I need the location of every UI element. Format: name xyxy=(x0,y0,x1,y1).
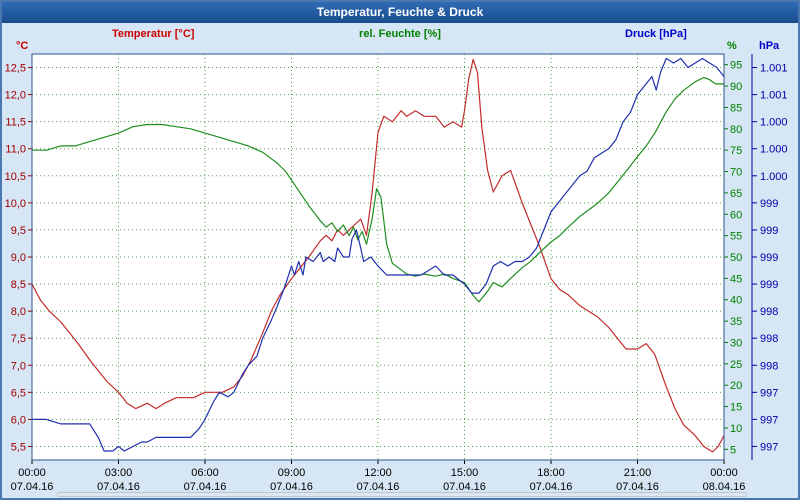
svg-text:65: 65 xyxy=(730,188,742,200)
svg-text:30: 30 xyxy=(730,337,742,349)
svg-text:999: 999 xyxy=(760,252,778,264)
svg-text:25: 25 xyxy=(730,359,742,371)
svg-text:10,0: 10,0 xyxy=(5,198,26,210)
svg-text:00:00: 00:00 xyxy=(710,467,738,479)
svg-text:999: 999 xyxy=(760,198,778,210)
svg-text:12,5: 12,5 xyxy=(5,63,26,75)
svg-text:998: 998 xyxy=(760,360,778,372)
window-titlebar: Temperatur, Feuchte & Druck xyxy=(2,2,798,23)
svg-text:1.000: 1.000 xyxy=(760,144,788,156)
svg-text:997: 997 xyxy=(760,387,778,399)
svg-text:5: 5 xyxy=(730,444,736,456)
svg-text:85: 85 xyxy=(730,102,742,114)
svg-text:07.04.16: 07.04.16 xyxy=(357,481,400,493)
svg-text:07.04.16: 07.04.16 xyxy=(97,481,140,493)
svg-text:07.04.16: 07.04.16 xyxy=(616,481,659,493)
svg-text:12,0: 12,0 xyxy=(5,90,26,102)
svg-text:07.04.16: 07.04.16 xyxy=(530,481,573,493)
window-title: Temperatur, Feuchte & Druck xyxy=(316,5,484,19)
svg-text:5,5: 5,5 xyxy=(11,441,26,453)
svg-text:12:00: 12:00 xyxy=(364,467,392,479)
temperature-axis-title: Temperatur [°C] xyxy=(112,28,195,40)
svg-text:09:00: 09:00 xyxy=(278,467,306,479)
svg-text:45: 45 xyxy=(730,273,742,285)
temperature-unit-label: °C xyxy=(16,40,29,52)
svg-text:06:00: 06:00 xyxy=(191,467,219,479)
svg-text:75: 75 xyxy=(730,145,742,157)
svg-text:11,0: 11,0 xyxy=(5,144,26,156)
svg-text:9,0: 9,0 xyxy=(11,252,26,264)
svg-text:998: 998 xyxy=(760,333,778,345)
svg-text:999: 999 xyxy=(760,225,778,237)
svg-text:7,0: 7,0 xyxy=(11,360,26,372)
svg-text:7,5: 7,5 xyxy=(11,333,26,345)
svg-text:10,5: 10,5 xyxy=(5,171,26,183)
svg-text:20: 20 xyxy=(730,380,742,392)
svg-text:1.000: 1.000 xyxy=(760,171,788,183)
pressure-unit-label: hPa xyxy=(759,40,780,52)
svg-text:6,5: 6,5 xyxy=(11,387,26,399)
svg-text:997: 997 xyxy=(760,414,778,426)
svg-text:8,5: 8,5 xyxy=(11,279,26,291)
svg-text:08.04.16: 08.04.16 xyxy=(703,481,746,493)
svg-text:8,0: 8,0 xyxy=(11,306,26,318)
svg-text:15:00: 15:00 xyxy=(451,467,479,479)
svg-text:90: 90 xyxy=(730,81,742,93)
svg-text:07.04.16: 07.04.16 xyxy=(270,481,313,493)
svg-text:50: 50 xyxy=(730,252,742,264)
svg-text:55: 55 xyxy=(730,231,742,243)
svg-text:35: 35 xyxy=(730,316,742,328)
svg-text:1.001: 1.001 xyxy=(760,90,788,102)
svg-text:997: 997 xyxy=(760,441,778,453)
svg-text:1.000: 1.000 xyxy=(760,117,788,129)
svg-text:95: 95 xyxy=(730,60,742,72)
svg-text:03:00: 03:00 xyxy=(105,467,133,479)
svg-text:15: 15 xyxy=(730,402,742,414)
svg-text:6,0: 6,0 xyxy=(11,414,26,426)
svg-text:07.04.16: 07.04.16 xyxy=(443,481,486,493)
svg-text:07.04.16: 07.04.16 xyxy=(184,481,227,493)
svg-text:9,5: 9,5 xyxy=(11,225,26,237)
svg-text:18:00: 18:00 xyxy=(537,467,565,479)
svg-text:60: 60 xyxy=(730,209,742,221)
svg-text:1.001: 1.001 xyxy=(760,63,788,75)
svg-text:07.04.16: 07.04.16 xyxy=(11,481,54,493)
svg-text:40: 40 xyxy=(730,295,742,307)
humidity-axis-title: rel. Feuchte [%] xyxy=(359,28,441,40)
svg-text:10: 10 xyxy=(730,423,742,435)
svg-text:999: 999 xyxy=(760,279,778,291)
humidity-unit-label: % xyxy=(727,40,737,52)
svg-text:21:00: 21:00 xyxy=(624,467,652,479)
svg-text:80: 80 xyxy=(730,124,742,136)
svg-text:00:00: 00:00 xyxy=(18,467,46,479)
svg-text:11,5: 11,5 xyxy=(5,117,26,129)
pressure-axis-title: Druck [hPa] xyxy=(625,28,687,40)
svg-text:998: 998 xyxy=(760,306,778,318)
horizontal-scrollbar[interactable] xyxy=(57,492,747,497)
svg-text:70: 70 xyxy=(730,167,742,179)
